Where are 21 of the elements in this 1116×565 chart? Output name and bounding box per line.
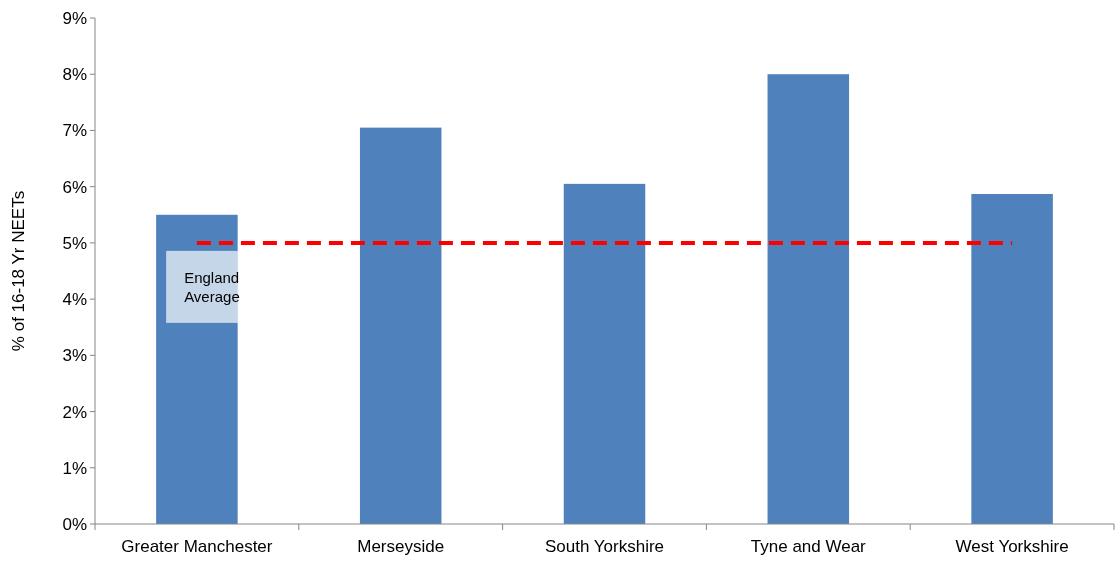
y-tick-label: 3% [62,346,87,366]
y-tick-label: 5% [62,233,87,253]
y-tick-label: 0% [62,514,87,534]
y-tick-label: 2% [62,402,87,422]
y-tick-label: 7% [62,121,87,141]
bar [359,127,442,524]
x-tick-label: Greater Manchester [121,537,273,556]
y-tick-label: 1% [62,458,87,478]
x-tick-label: Merseyside [357,537,445,556]
y-tick-label: 9% [62,8,87,28]
bar [971,193,1053,524]
x-tick-label: Tyne and Wear [750,537,867,556]
y-tick-label: 4% [62,290,87,310]
x-tick-label: West Yorkshire [955,537,1069,556]
bar [563,183,646,524]
bar [767,74,850,524]
y-tick-label: 8% [62,65,87,85]
y-tick-label: 6% [62,177,87,197]
y-axis-title: % of 16-18 Yr NEETs [9,190,28,352]
ref-line-label: England Average [184,268,240,305]
x-tick-label: South Yorkshire [544,537,665,556]
